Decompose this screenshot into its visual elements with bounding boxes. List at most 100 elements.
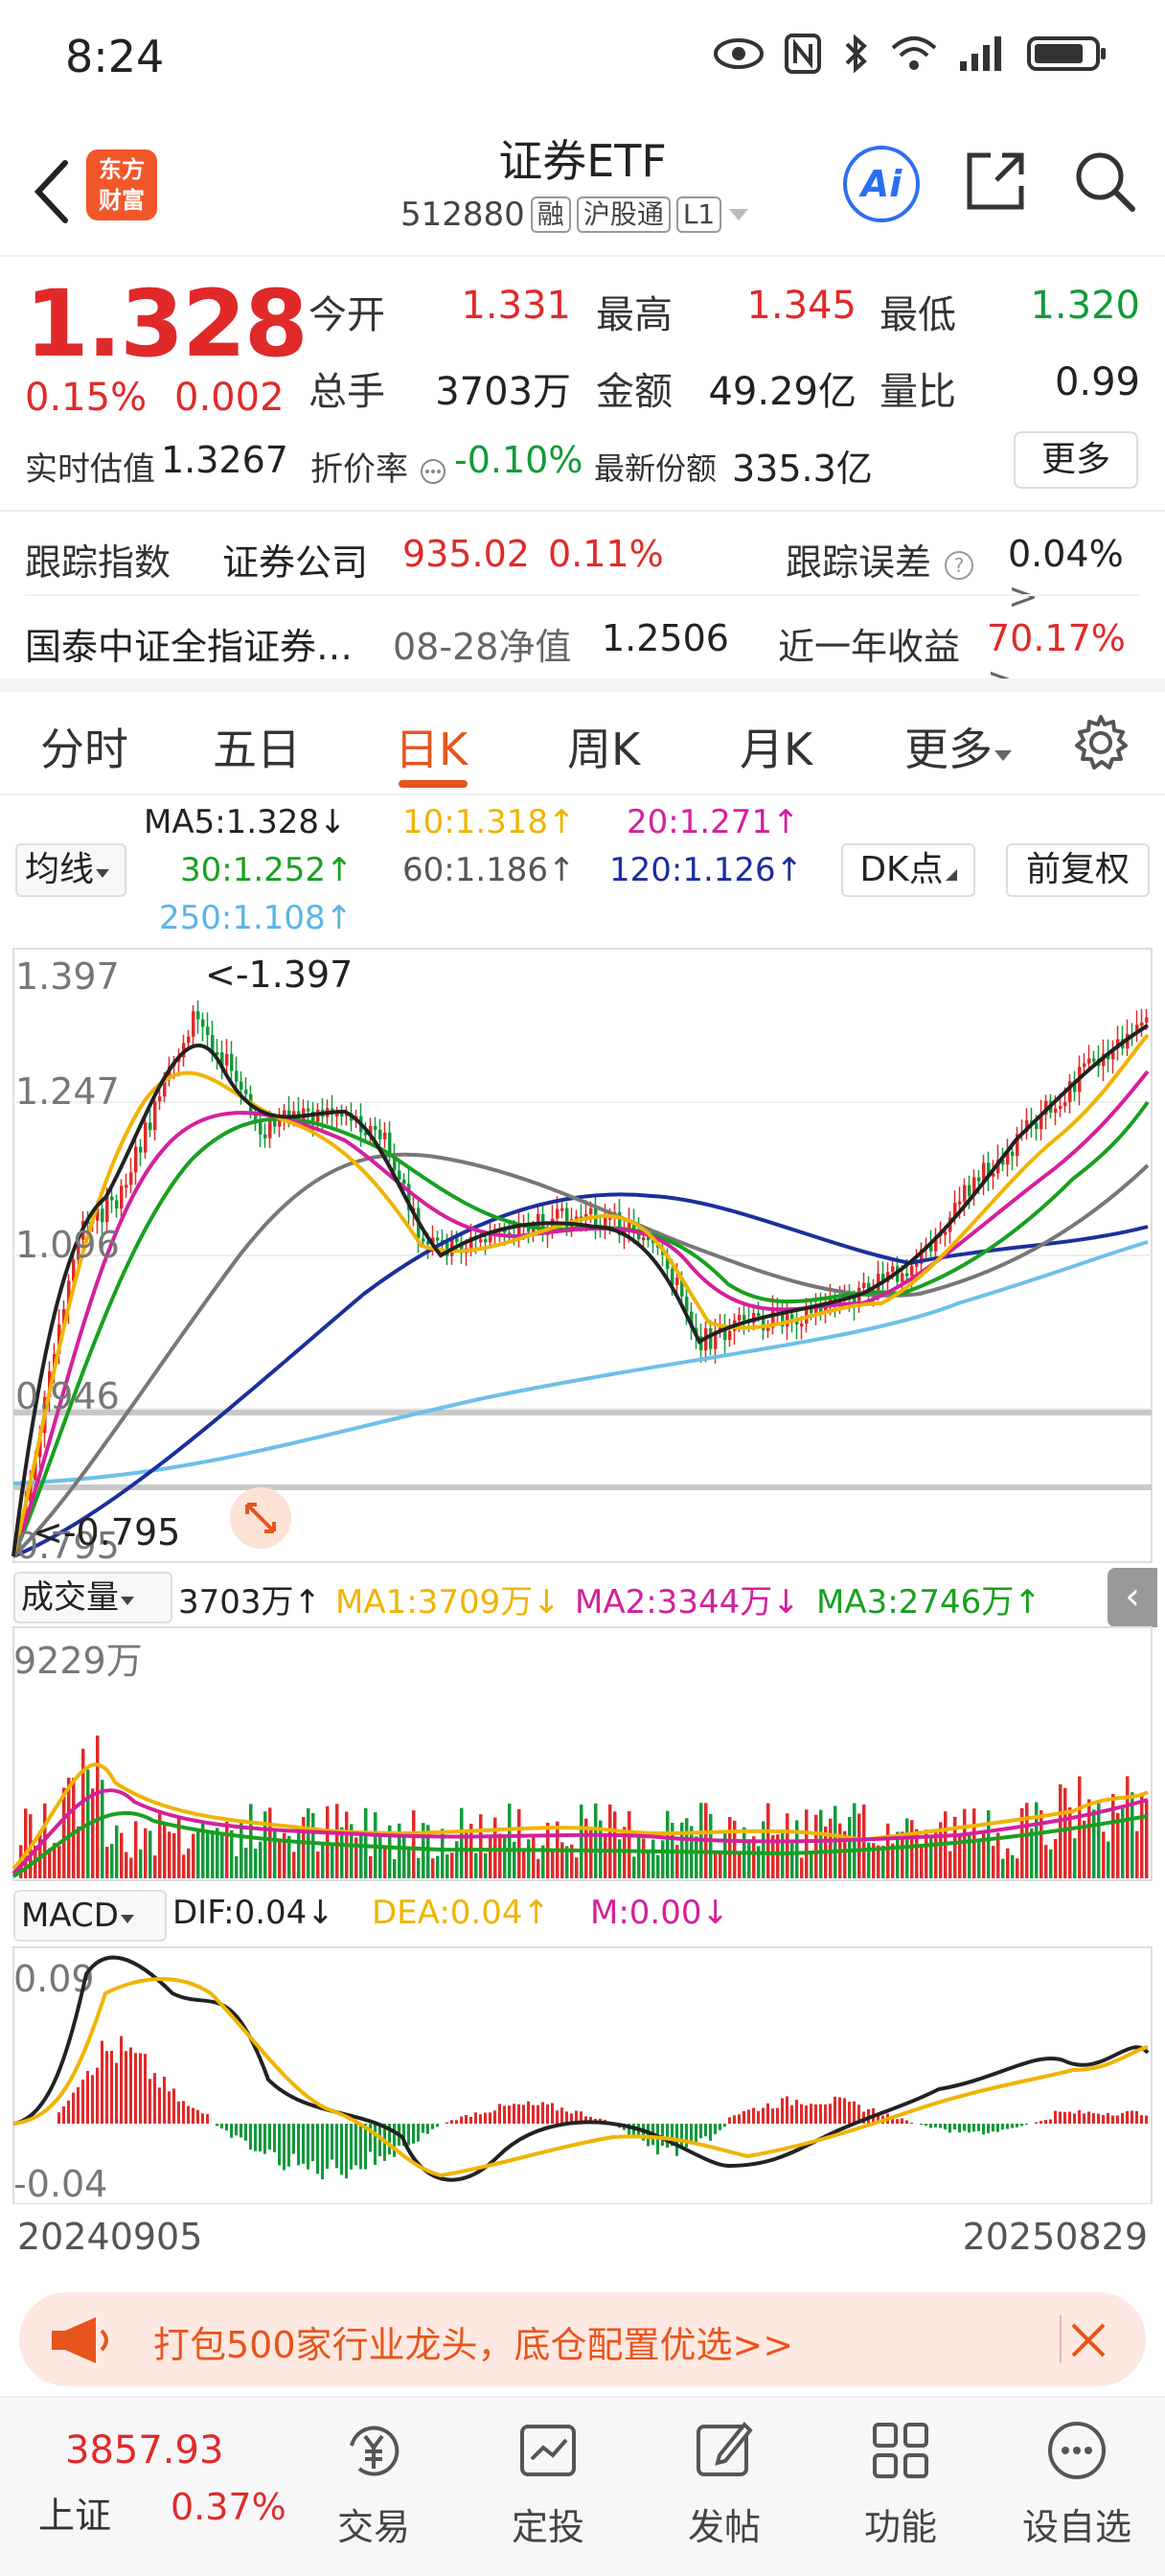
candle (685, 1296, 689, 1312)
tab-intraday[interactable]: 分时 (40, 724, 128, 775)
macd-bar (551, 2103, 554, 2124)
expand-icon[interactable] (230, 1487, 291, 1549)
macd-bar (925, 2124, 927, 2127)
price-tick-4: 0.946 (15, 1375, 120, 1417)
collapse-panel-button[interactable]: ‹ (1108, 1568, 1157, 1627)
help-icon[interactable]: ? (943, 549, 975, 582)
fund-name[interactable]: 国泰中证全指证券… (25, 626, 354, 668)
tab-five-day[interactable]: 五日 (213, 724, 301, 775)
nav-trade[interactable]: 交易 (307, 2417, 441, 2550)
back-icon[interactable] (27, 153, 84, 230)
volume-bar (647, 1851, 651, 1878)
macd-select[interactable]: MACD (13, 1890, 167, 1942)
nav-functions[interactable]: 功能 (834, 2417, 968, 2550)
candle (958, 1201, 962, 1205)
min-price-marker: <-0.795 (33, 1511, 180, 1553)
volume-bar (53, 1843, 57, 1878)
volume-bars (19, 1736, 1149, 1878)
macd-select-label: MACD (21, 1897, 119, 1935)
dk-point-button[interactable]: DK点 (841, 843, 975, 897)
macd-bar (283, 2124, 286, 2171)
volume-bar (570, 1844, 574, 1878)
adjust-button[interactable]: 前复权 (1006, 843, 1150, 897)
tracking-error-value[interactable]: 0.04% > (1008, 533, 1165, 617)
more-info-icon[interactable] (419, 457, 447, 486)
nav-post[interactable]: 发帖 (657, 2417, 791, 2550)
nav-invest-label: 定投 (511, 2506, 584, 2548)
volume-bar (484, 1852, 488, 1878)
macd-bar (934, 2124, 937, 2128)
share-icon[interactable] (962, 148, 1029, 215)
tracking-index-value: 935.02 (402, 533, 530, 575)
candle (819, 1304, 823, 1314)
macd-bar (455, 2120, 458, 2124)
candle (675, 1277, 679, 1285)
volume-bar (661, 1840, 665, 1878)
candle (517, 1224, 521, 1235)
macd-bar (350, 2124, 353, 2170)
candle (158, 1096, 162, 1102)
volume-bar (915, 1828, 919, 1878)
candle (422, 1238, 425, 1242)
macd-bar (810, 2104, 812, 2124)
candles (19, 1000, 1149, 1537)
tracking-index-name[interactable]: 证券公司 (222, 541, 369, 584)
candle (987, 1162, 991, 1177)
volume-bar (709, 1813, 713, 1878)
banner-text: 打包500家行业龙头，底仓配置优选>> (153, 2324, 794, 2366)
volume-select[interactable]: 成交量 (13, 1572, 172, 1623)
market-index-value[interactable]: 3857.93 (65, 2428, 224, 2472)
volume-bar (398, 1823, 401, 1878)
search-icon[interactable] (1071, 148, 1138, 215)
market-index-pct[interactable]: 0.37% (171, 2486, 286, 2528)
kline-chart[interactable]: 1.397 1.247 1.096 0.946 0.795 <-1.397 <-… (0, 939, 1165, 2204)
macd-bar (877, 2113, 879, 2124)
volume-bar (805, 1809, 809, 1878)
volume-bar (1035, 1802, 1039, 1878)
close-icon[interactable] (1069, 2321, 1108, 2359)
volume-bar (723, 1831, 727, 1878)
volume-bar (38, 1830, 42, 1878)
promo-banner[interactable]: 打包500家行业龙头，底仓配置优选>> (19, 2292, 1146, 2386)
macd-bar (795, 2100, 798, 2124)
volume-bar (445, 1854, 449, 1878)
tab-monthly-k[interactable]: 月K (740, 724, 813, 775)
volume-bar (857, 1813, 861, 1878)
candle (757, 1313, 761, 1317)
volume-bar (1016, 1858, 1019, 1878)
macd-bar (1140, 2115, 1143, 2124)
candle (968, 1184, 971, 1196)
market-index-name[interactable]: 上证 (38, 2495, 112, 2537)
candle (982, 1162, 986, 1182)
macd-bar (331, 2124, 333, 2160)
ma120-line (12, 1192, 1149, 1558)
volume-bar (1025, 1803, 1029, 1878)
volume-bar (1102, 1831, 1106, 1878)
more-button[interactable]: 更多 (1014, 431, 1138, 489)
settings-icon[interactable] (1071, 713, 1131, 772)
macd-bar (685, 2124, 688, 2148)
macd-bar (532, 2104, 535, 2124)
nfc-icon (785, 34, 821, 74)
candle (388, 1132, 392, 1155)
volume-bar (1030, 1828, 1034, 1878)
tab-more[interactable]: 更多 (904, 715, 1014, 778)
macd-bar (474, 2112, 477, 2124)
volume-bar (230, 1829, 234, 1878)
signal-icon (960, 36, 1001, 71)
macd-bar (134, 2053, 137, 2124)
nav-add-watchlist[interactable]: 设自选 (1010, 2417, 1144, 2550)
nav-invest[interactable]: 定投 (481, 2417, 615, 2550)
tab-daily-k[interactable]: 日K (395, 724, 468, 775)
dropdown-caret-icon[interactable] (727, 205, 750, 224)
ma-select[interactable]: 均线 (15, 843, 126, 897)
macd-bar (407, 2124, 410, 2146)
ai-button[interactable]: Ai (843, 146, 920, 222)
volume-bar (790, 1843, 794, 1878)
volume-max-label: 9229万 (13, 1640, 143, 1682)
candle (915, 1263, 919, 1267)
macd-bar (944, 2124, 947, 2129)
section-gap (0, 678, 1165, 692)
tag-level: L1 (675, 196, 722, 233)
tab-weekly-k[interactable]: 周K (567, 724, 641, 775)
